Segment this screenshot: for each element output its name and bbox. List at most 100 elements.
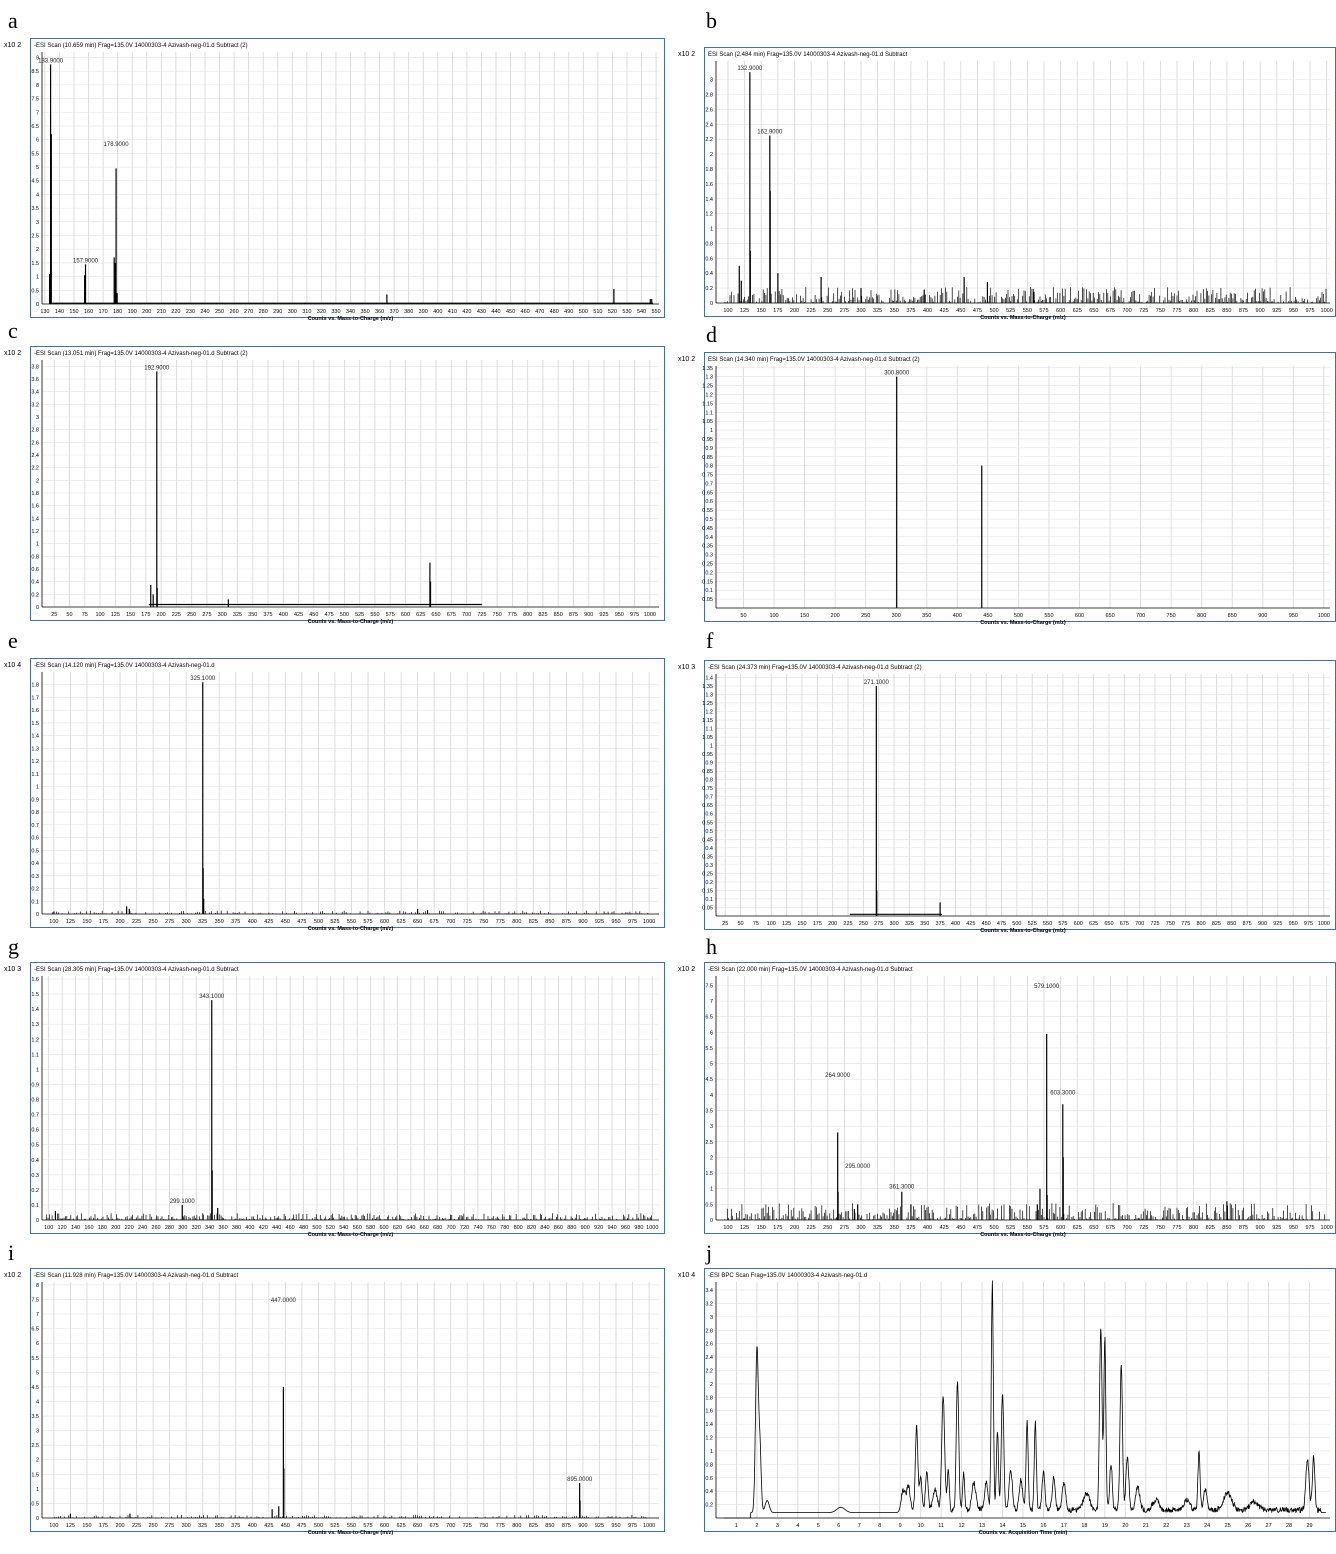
- x-tick-label: 500: [989, 1225, 998, 1231]
- y-tick-label: 4.5: [31, 1385, 39, 1391]
- x-tick-label: 775: [508, 612, 517, 618]
- y-tick-label: 1.25: [702, 384, 713, 390]
- x-tick-label: 530: [622, 309, 631, 315]
- x-tick-label: 460: [521, 309, 530, 315]
- x-tick-label: 700: [462, 612, 471, 618]
- chart-frame: [704, 660, 1336, 930]
- x-tick-label: 850: [554, 612, 563, 618]
- x-tick-label: 525: [1028, 921, 1037, 927]
- x-tick-label: 150: [82, 919, 91, 925]
- y-tick-label: 0.55: [702, 508, 713, 514]
- x-tick-label: 500: [1014, 613, 1023, 619]
- x-tick-label: 100: [723, 308, 732, 314]
- y-tick-label: 7.5: [31, 1297, 39, 1303]
- y-tick-label: 6.5: [705, 1015, 713, 1021]
- x-tick-label: 800: [512, 919, 521, 925]
- x-axis-label: Counts vs. Mass-to-Charge (m/z): [980, 1232, 1066, 1238]
- x-tick-label: 940: [607, 1225, 616, 1231]
- x-tick-label: 350: [922, 613, 931, 619]
- x-tick-label: 525: [1006, 1225, 1015, 1231]
- x-tick-label: 25: [1225, 1523, 1231, 1529]
- x-tick-label: 2: [755, 1523, 758, 1529]
- x-tick-label: 50: [66, 612, 72, 618]
- chart-panel-e: x10 4 -ESI Scan (14.120 min) Frag=135.0V …: [4, 658, 665, 932]
- chart-title: -ESI BPC Scan Frag=135.0V 14000303-4 Azi…: [708, 1273, 867, 1279]
- x-tick-label: 860: [554, 1225, 563, 1231]
- x-tick-label: 850: [545, 1523, 554, 1529]
- y-tick-label: 0: [710, 1218, 713, 1224]
- x-tick-label: 475: [297, 919, 306, 925]
- chart-frame: [30, 658, 665, 928]
- x-tick-label: 575: [363, 1523, 372, 1529]
- panel-letter-g: g: [8, 934, 19, 959]
- y-tick-label: 1.5: [705, 1171, 713, 1177]
- scale-label: x10 2: [4, 1272, 21, 1279]
- y-tick-label: 0: [36, 1218, 39, 1224]
- y-tick-label: 4.5: [31, 179, 39, 185]
- peak-label: 132.9000: [737, 66, 763, 72]
- x-tick-label: 525: [1006, 308, 1015, 314]
- x-tick-label: 200: [142, 309, 151, 315]
- y-tick-label: 0.7: [31, 1113, 39, 1119]
- panel-letter-j: j: [706, 1240, 713, 1265]
- x-tick-label: 625: [1089, 921, 1098, 927]
- x-tick-label: 950: [611, 1523, 620, 1529]
- x-tick-label: 900: [584, 612, 593, 618]
- x-tick-label: 620: [393, 1225, 402, 1231]
- y-tick-label: 1: [710, 227, 713, 233]
- x-tick-label: 150: [69, 309, 78, 315]
- x-tick-label: 875: [1239, 1225, 1248, 1231]
- y-tick-label: 1.8: [31, 491, 39, 497]
- x-tick-label: 775: [1172, 308, 1181, 314]
- scale-label: x10 2: [678, 51, 695, 58]
- peak-label: 178.9000: [104, 142, 130, 148]
- x-tick-label: 975: [628, 919, 637, 925]
- y-tick-label: 1.8: [31, 683, 39, 689]
- x-tick-label: 920: [594, 1225, 603, 1231]
- x-axis-label: Counts vs. Mass-to-Charge (m/z): [308, 1530, 394, 1536]
- x-tick-label: 200: [828, 921, 837, 927]
- chart-panel-g: x10 3 -ESI Scan (28.305 min) Frag=135.0V …: [4, 962, 665, 1238]
- y-tick-label: 3.4: [31, 390, 39, 396]
- y-tick-label: 1.4: [31, 1007, 39, 1013]
- x-tick-label: 875: [1239, 308, 1248, 314]
- x-axis-label: Counts vs. Mass-to-Charge (m/z): [308, 619, 394, 625]
- x-tick-label: 275: [840, 308, 849, 314]
- x-tick-label: 100: [769, 613, 778, 619]
- y-tick-label: 2.2: [705, 137, 713, 143]
- y-tick-label: 0.9: [31, 1082, 39, 1088]
- y-tick-label: 0.7: [705, 795, 713, 801]
- x-tick-label: 550: [1043, 921, 1052, 927]
- chart-title: -ESI Scan (14.120 min) Frag=135.0V 14000…: [34, 663, 215, 669]
- x-tick-label: 175: [99, 1523, 108, 1529]
- y-tick-label: 1.2: [31, 529, 39, 535]
- x-tick-label: 13: [979, 1523, 985, 1529]
- chart-title: -ESI Scan (10.659 min) Frag=135.0V 14000…: [34, 43, 248, 49]
- y-tick-label: 3: [36, 415, 39, 421]
- y-tick-label: 1.2: [31, 1037, 39, 1043]
- y-tick-label: 0.5: [31, 1501, 39, 1507]
- y-tick-label: 2.8: [705, 1328, 713, 1334]
- x-tick-label: 250: [187, 612, 196, 618]
- x-tick-label: 520: [608, 309, 617, 315]
- y-tick-label: 1: [710, 1449, 713, 1455]
- y-tick-label: 0.4: [31, 861, 39, 867]
- x-tick-label: 650: [1104, 921, 1113, 927]
- x-tick-label: 140: [71, 1225, 80, 1231]
- peak-label: 264.9000: [825, 1073, 851, 1079]
- scale-label: x10 3: [4, 966, 21, 973]
- x-tick-label: 750: [479, 919, 488, 925]
- y-tick-label: 2: [710, 152, 713, 158]
- x-tick-label: 325: [873, 1225, 882, 1231]
- y-tick-label: 3.4: [705, 1288, 713, 1294]
- x-tick-label: 675: [1106, 1225, 1115, 1231]
- x-tick-label: 550: [370, 612, 379, 618]
- y-tick-label: 0.15: [702, 579, 713, 585]
- x-tick-label: 450: [983, 613, 992, 619]
- x-tick-label: 220: [171, 309, 180, 315]
- x-tick-label: 525: [330, 1523, 339, 1529]
- peak-label: 895.0000: [567, 1477, 593, 1483]
- peak-label: 325.1000: [190, 676, 216, 682]
- x-tick-label: 370: [390, 309, 399, 315]
- x-tick-label: 160: [84, 1225, 93, 1231]
